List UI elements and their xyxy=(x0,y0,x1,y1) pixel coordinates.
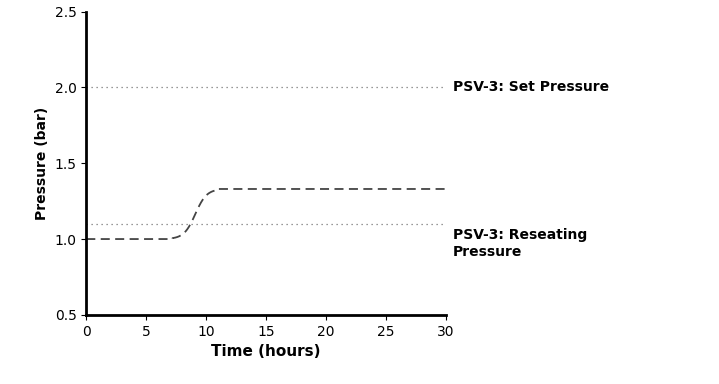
Y-axis label: Pressure (bar): Pressure (bar) xyxy=(35,107,49,220)
Text: PSV-3: Set Pressure: PSV-3: Set Pressure xyxy=(453,80,609,94)
X-axis label: Time (hours): Time (hours) xyxy=(211,344,321,359)
Text: PSV-3: Reseating
Pressure: PSV-3: Reseating Pressure xyxy=(453,228,587,258)
